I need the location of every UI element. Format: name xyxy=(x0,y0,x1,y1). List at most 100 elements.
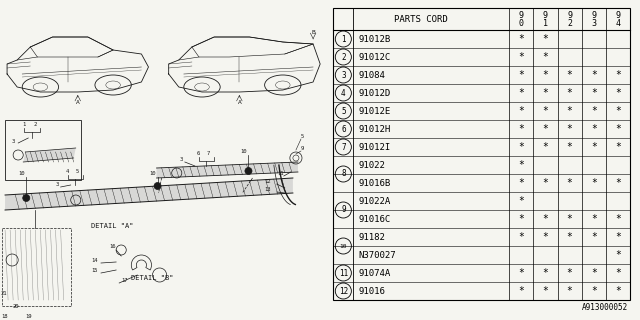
Text: *: * xyxy=(543,52,548,62)
Bar xyxy=(2,228,70,306)
Text: *: * xyxy=(566,142,573,152)
Text: 7: 7 xyxy=(207,151,211,156)
Text: 6: 6 xyxy=(341,124,346,133)
Circle shape xyxy=(245,167,252,174)
Text: 10: 10 xyxy=(340,244,347,249)
Text: *: * xyxy=(543,142,548,152)
Text: N370027: N370027 xyxy=(358,251,396,260)
Text: 91182: 91182 xyxy=(358,233,385,242)
Text: 19: 19 xyxy=(25,314,32,319)
Text: 1: 1 xyxy=(341,35,346,44)
Text: 9: 9 xyxy=(591,12,596,20)
Text: 2: 2 xyxy=(341,52,346,61)
Text: *: * xyxy=(591,142,596,152)
Text: *: * xyxy=(591,232,596,242)
Text: 3: 3 xyxy=(591,19,596,28)
Text: 0: 0 xyxy=(519,19,524,28)
Text: *: * xyxy=(566,286,573,296)
Text: 91016B: 91016B xyxy=(358,179,390,188)
Text: 91022: 91022 xyxy=(358,161,385,170)
Text: *: * xyxy=(591,70,596,80)
Text: *: * xyxy=(566,106,573,116)
Text: 91016: 91016 xyxy=(358,286,385,295)
Text: *: * xyxy=(518,286,524,296)
Ellipse shape xyxy=(95,75,131,95)
Text: 91016C: 91016C xyxy=(358,214,390,223)
Text: *: * xyxy=(543,124,548,134)
Text: 91012B: 91012B xyxy=(358,35,390,44)
Text: *: * xyxy=(518,124,524,134)
Polygon shape xyxy=(5,178,293,210)
Polygon shape xyxy=(157,162,298,178)
Text: 91084: 91084 xyxy=(358,70,385,79)
Text: *: * xyxy=(518,70,524,80)
Text: *: * xyxy=(518,178,524,188)
Text: *: * xyxy=(543,178,548,188)
Text: *: * xyxy=(566,124,573,134)
Text: 4: 4 xyxy=(341,89,346,98)
Text: 10: 10 xyxy=(18,171,25,176)
Ellipse shape xyxy=(106,81,120,89)
Text: 3: 3 xyxy=(12,139,15,144)
Text: *: * xyxy=(591,178,596,188)
Text: *: * xyxy=(518,196,524,206)
Text: *: * xyxy=(543,232,548,242)
Text: 4: 4 xyxy=(66,169,69,174)
Text: DETAIL "B": DETAIL "B" xyxy=(131,275,174,281)
Text: *: * xyxy=(566,268,573,278)
Text: 9: 9 xyxy=(301,146,304,151)
Text: *: * xyxy=(615,106,621,116)
Text: 13: 13 xyxy=(264,187,271,192)
Text: *: * xyxy=(615,178,621,188)
Text: *: * xyxy=(518,52,524,62)
Ellipse shape xyxy=(264,75,301,95)
Text: *: * xyxy=(543,268,548,278)
Text: *: * xyxy=(615,232,621,242)
Text: 9: 9 xyxy=(543,12,548,20)
Circle shape xyxy=(23,195,30,202)
Text: 3: 3 xyxy=(341,70,346,79)
Text: 5: 5 xyxy=(301,134,304,139)
Text: *: * xyxy=(566,88,573,98)
Text: 15: 15 xyxy=(91,268,97,273)
Text: *: * xyxy=(543,88,548,98)
Text: 2: 2 xyxy=(33,122,36,127)
Text: 91012H: 91012H xyxy=(358,124,390,133)
Text: *: * xyxy=(615,250,621,260)
Text: 16: 16 xyxy=(109,244,116,249)
Text: *: * xyxy=(518,214,524,224)
Text: *: * xyxy=(543,70,548,80)
Text: 9: 9 xyxy=(519,12,524,20)
Text: *: * xyxy=(615,268,621,278)
Text: *: * xyxy=(615,88,621,98)
Text: *: * xyxy=(591,268,596,278)
Text: 12: 12 xyxy=(339,286,348,295)
Text: *: * xyxy=(518,88,524,98)
Text: *: * xyxy=(566,214,573,224)
Text: A913000052: A913000052 xyxy=(582,303,628,313)
Text: 11: 11 xyxy=(278,171,284,176)
Text: 6: 6 xyxy=(197,151,200,156)
Text: *: * xyxy=(518,34,524,44)
Ellipse shape xyxy=(195,83,209,91)
Circle shape xyxy=(154,182,161,189)
Text: *: * xyxy=(566,70,573,80)
Text: *: * xyxy=(591,124,596,134)
Text: 91012C: 91012C xyxy=(358,52,390,61)
Text: 8: 8 xyxy=(341,170,346,179)
Text: *: * xyxy=(518,142,524,152)
Polygon shape xyxy=(23,148,76,162)
Text: 11: 11 xyxy=(339,268,348,277)
Ellipse shape xyxy=(184,77,220,97)
Ellipse shape xyxy=(22,77,59,97)
Text: 14: 14 xyxy=(91,258,97,263)
Text: 91012E: 91012E xyxy=(358,107,390,116)
Text: 21: 21 xyxy=(1,291,8,296)
Text: *: * xyxy=(518,268,524,278)
Text: *: * xyxy=(566,178,573,188)
Text: *: * xyxy=(615,124,621,134)
Text: *: * xyxy=(615,214,621,224)
Text: DETAIL "A": DETAIL "A" xyxy=(91,223,133,229)
Text: 9: 9 xyxy=(616,12,620,20)
Text: *: * xyxy=(566,232,573,242)
